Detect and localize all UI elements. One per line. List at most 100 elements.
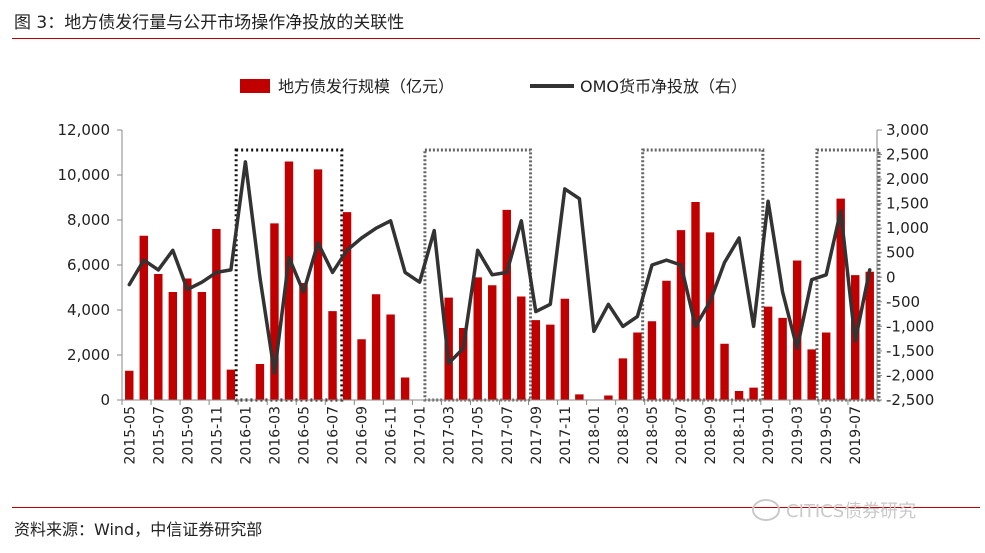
bar-2018-05 <box>647 321 657 400</box>
bar-2017-07 <box>502 209 511 400</box>
x-tick-label: 2016-07 <box>326 406 342 465</box>
highlight-box-3 <box>641 148 765 402</box>
bar-2016-08 <box>342 212 352 400</box>
right-tick-label: -1,500 <box>886 342 934 360</box>
figure-title: 图 3：地方债发行量与公开市场操作净投放的关联性 <box>14 13 405 33</box>
x-tick-label: 2016-03 <box>267 406 283 465</box>
left-tick-label: 10,000 <box>58 166 111 184</box>
bar-2016-05 <box>299 283 308 400</box>
bar-2018-02 <box>604 395 613 400</box>
bar-2019-06 <box>836 198 845 400</box>
x-tick-label: 2018-07 <box>674 406 690 465</box>
right-tick-label: -2,500 <box>886 391 934 409</box>
x-tick-label: 2017-01 <box>413 406 429 465</box>
right-tick-label: -500 <box>886 293 920 311</box>
left-tick-label: 0 <box>100 391 110 409</box>
bar-2016-06 <box>313 169 323 400</box>
x-tick-label: 2018-11 <box>732 406 748 465</box>
bar-2015-06 <box>139 235 148 400</box>
bar-2015-07 <box>154 274 163 400</box>
left-tick-label: 4,000 <box>67 301 110 319</box>
left-tick-label: 2,000 <box>67 346 110 364</box>
x-tick-label: 2017-09 <box>529 406 545 465</box>
bar-2018-10 <box>720 343 729 400</box>
highlight-box-1 <box>234 148 344 402</box>
right-tick-label: 3,000 <box>886 121 929 139</box>
bar-2016-10 <box>371 294 381 400</box>
watermark-text: CITICS债券研究 <box>786 501 917 522</box>
x-tick-label: 2019-01 <box>761 406 777 465</box>
x-tick-label: 2016-11 <box>384 406 400 465</box>
watermark: CITICS债券研究 <box>752 497 916 523</box>
bar-2015-09 <box>183 278 192 400</box>
legend: 地方债发行规模（亿元） OMO货币净投放（右） <box>240 77 747 96</box>
legend-bar-label: 地方债发行规模（亿元） <box>278 77 454 96</box>
bar-2016-07 <box>328 311 337 400</box>
x-tick-label: 2016-09 <box>355 406 371 465</box>
right-tick-label: 500 <box>886 244 915 262</box>
bar-2019-01 <box>763 306 773 400</box>
bar-2018-03 <box>618 358 628 400</box>
bar-2018-12 <box>749 387 758 400</box>
x-tick-label: 2017-07 <box>500 406 516 465</box>
x-tick-label: 2015-07 <box>151 406 167 465</box>
x-tick-label: 2019-03 <box>790 406 806 465</box>
bar-2018-08 <box>691 202 700 400</box>
bar-2017-11 <box>560 298 570 400</box>
bar-2018-07 <box>676 230 686 400</box>
right-axis-ticks: -2,500 -2,000 -1,500 -1,000 -500 0 500 1,000 1,5… <box>877 121 934 409</box>
bar-2015-10 <box>197 292 207 400</box>
right-tick-label: 1,000 <box>886 219 929 237</box>
right-tick-label: 1,500 <box>886 195 929 213</box>
right-tick-label: 2,000 <box>886 170 929 188</box>
bar-2016-03 <box>270 223 279 400</box>
x-tick-label: 2017-03 <box>442 406 458 465</box>
bar-2015-05 <box>125 370 134 400</box>
x-tick-label: 2018-05 <box>645 406 661 465</box>
source-note: 资料来源：Wind，中信证券研究部 <box>14 520 263 539</box>
title-divider <box>12 38 980 39</box>
x-tick-label: 2017-11 <box>558 406 574 465</box>
bar-2016-09 <box>357 339 366 400</box>
bar-2018-09 <box>705 232 715 400</box>
bar-2019-03 <box>792 260 802 400</box>
bar-2019-02 <box>778 317 787 400</box>
bar-2017-05 <box>473 277 482 400</box>
right-tick-label: 2,500 <box>886 146 929 164</box>
omo-line <box>127 160 872 375</box>
x-tick-label: 2018-03 <box>616 406 632 465</box>
x-tick-label: 2015-09 <box>180 406 196 465</box>
bar-2017-10 <box>546 324 555 400</box>
bar-2017-12 <box>575 394 584 400</box>
bar-2019-05 <box>821 332 831 400</box>
legend-bar-swatch <box>240 79 270 93</box>
right-tick-label: -1,000 <box>886 317 934 335</box>
bar-2016-11 <box>386 314 395 400</box>
bar-2018-11 <box>734 391 744 400</box>
bar-2016-02 <box>255 364 265 400</box>
x-tick-label: 2018-09 <box>703 406 719 465</box>
wechat-icon <box>752 499 780 521</box>
x-tick-label: 2019-05 <box>819 406 835 465</box>
legend-line-label: OMO货币净投放（右） <box>580 77 747 96</box>
bar-series <box>125 161 874 400</box>
left-axis-ticks: 0 2,000 4,000 6,000 8,000 10,000 12,000 <box>58 121 122 409</box>
bar-2015-08 <box>168 292 178 400</box>
footer-divider <box>12 507 980 508</box>
bar-2019-04 <box>807 349 816 400</box>
right-tick-label: -2,000 <box>886 366 934 384</box>
bar-2017-06 <box>488 285 497 400</box>
x-tick-label: 2015-05 <box>122 406 138 465</box>
bar-2018-04 <box>633 332 642 400</box>
x-tick-label: 2016-05 <box>296 406 312 465</box>
bar-2019-08 <box>865 271 874 400</box>
right-tick-label: 0 <box>886 268 896 286</box>
left-tick-label: 8,000 <box>67 211 110 229</box>
bar-2017-09 <box>531 320 541 400</box>
bar-2018-06 <box>662 280 671 400</box>
x-tick-label: 2017-05 <box>471 406 487 465</box>
bar-2016-04 <box>284 161 294 400</box>
left-tick-label: 12,000 <box>58 121 111 139</box>
x-tick-label: 2016-01 <box>238 406 254 465</box>
